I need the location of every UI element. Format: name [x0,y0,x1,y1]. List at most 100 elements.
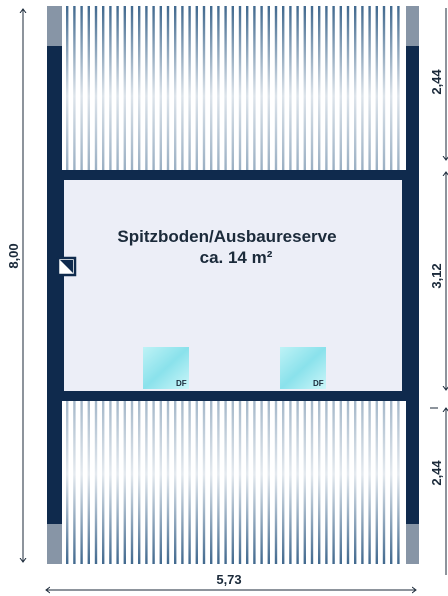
roof-rafter-line [397,6,400,170]
skylight-label: DF [176,379,187,388]
roof-rafter-line [116,6,119,170]
roof-rafter-line [87,401,90,564]
roof-rafter-line [166,401,170,564]
roof-rafter-line [390,401,393,564]
roof-rafter-line [346,401,350,564]
roof-rafter-line [145,401,148,564]
roof-rafter-line [210,6,213,170]
roof-rafter-line [181,401,184,564]
roof-rafter-line [296,6,299,170]
roof-rafter-line [325,6,328,170]
roof-rafter-line [282,401,285,564]
roof-rafter-line [368,401,371,564]
dimension-height: 8,00 [6,9,23,562]
room-floor [62,178,406,396]
roof-rafter-line [195,6,198,170]
roof-rafter-line [375,6,378,170]
dimension-right-chain: 2,44 3,12 2,44 [429,8,446,575]
dimension-right-bottom-label: 2,44 [429,460,444,486]
roof-rafter-line [325,401,328,564]
skylight-left: DF [143,347,189,389]
roof-rafter-line [332,6,335,170]
roof-rafter-line [188,401,191,564]
skylight-right: DF [280,347,326,389]
roof-rafter-line [246,6,249,170]
attic-hatch-icon [56,256,77,277]
roof-rafter-line [123,6,126,170]
roof-rafter-line [94,6,98,170]
roof-rafter-line [260,6,263,170]
roof-rafter-line [296,401,299,564]
roof-rafter-line [188,6,191,170]
roof-rafter-line [102,401,105,564]
roof-rafter-line [123,401,126,564]
roof-rafter-line [354,6,357,170]
roof-rafter-line [274,401,278,564]
skylight-label: DF [313,379,324,388]
roof-rafter-line [202,401,206,564]
roof-rafter-line [361,401,364,564]
outer-wall-left [47,6,62,564]
roof-rafter-line [166,6,170,170]
roof-rafter-line [318,401,321,564]
roof-rafter-line [202,6,206,170]
dimension-height-label: 8,00 [6,243,21,268]
roof-rafter-line [80,401,83,564]
dimension-width-label: 5,73 [216,572,241,587]
knee-wall-top [47,170,419,180]
roof-rafter-line [145,6,148,170]
roof-rafter-line [310,401,314,564]
roof-rafter-line [217,6,220,170]
roof-rafter-line [382,401,386,564]
roof-rafter-line [361,6,364,170]
roof-rafter-line [289,6,292,170]
roof-rafter-line [138,401,141,564]
roof-rafter-line [94,401,98,564]
roof-rafter-line [346,6,350,170]
knee-wall-bottom [47,391,419,401]
roof-rafter-line [73,401,76,564]
dimension-width: 5,73 [46,572,416,590]
roof-rafter-line [109,6,112,170]
roof-rafter-line [80,6,83,170]
roof-rafter-line [303,6,306,170]
room-wall-right [402,170,408,401]
roof-rafter-line [382,6,386,170]
roof-rafter-line [238,6,242,170]
roof-rafter-line [181,6,184,170]
roof-rafter-line [231,6,234,170]
roof-rafter-line [217,401,220,564]
dimension-right-middle-label: 3,12 [429,263,444,288]
roof-rafter-line [267,6,270,170]
roof-area-top [66,6,400,170]
outer-wall-right [406,6,419,564]
roof-rafter-line [224,401,227,564]
roof-rafter-line [66,6,69,170]
roof-rafter-line [246,401,249,564]
roof-rafter-line [174,401,177,564]
roof-rafter-line [195,401,198,564]
roof-rafter-line [310,6,314,170]
roof-rafter-line [397,401,400,564]
roof-rafter-line [109,401,112,564]
roof-rafter-line [159,401,162,564]
roof-rafter-line [238,401,242,564]
roof-rafter-line [116,401,119,564]
roof-rafter-line [289,401,292,564]
roof-rafter-line [318,6,321,170]
roof-rafter-line [274,6,278,170]
roof-rafter-line [152,6,155,170]
roof-rafter-line [130,6,134,170]
roof-rafter-line [375,401,378,564]
roof-rafter-line [231,401,234,564]
roof-rafter-line [66,401,69,564]
roof-rafter-line [130,401,134,564]
roof-area-bottom [66,401,400,564]
roof-rafter-line [390,6,393,170]
room-name: Spitzboden/Ausbaureserve [117,227,336,246]
dimension-right-top-label: 2,44 [429,69,444,95]
roof-rafter-line [303,401,306,564]
roof-rafter-line [368,6,371,170]
roof-rafter-line [159,6,162,170]
